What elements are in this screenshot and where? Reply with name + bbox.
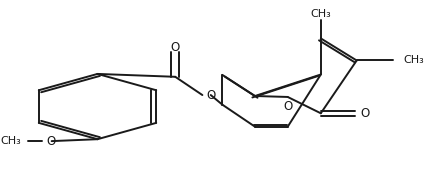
Text: CH₃: CH₃ [0,136,21,146]
Text: O: O [170,41,179,54]
Text: CH₃: CH₃ [403,55,423,65]
Text: CH₃: CH₃ [310,9,331,19]
Text: O: O [46,135,55,148]
Text: O: O [359,107,368,120]
Text: O: O [282,100,292,113]
Text: O: O [206,89,215,102]
